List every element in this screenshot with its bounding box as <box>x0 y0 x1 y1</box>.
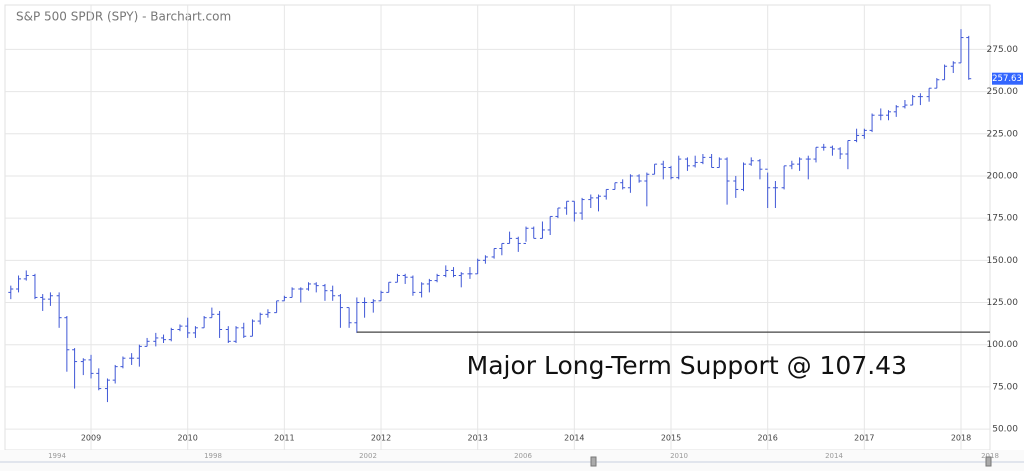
x-tick-label: 2018 <box>951 434 971 443</box>
navigator-label: 2014 <box>825 452 843 460</box>
y-tick-label: 250.00 <box>987 87 1019 97</box>
plot-frame <box>4 4 991 451</box>
y-tick-label: 275.00 <box>987 45 1019 55</box>
navigator-label: 2010 <box>670 452 688 460</box>
y-tick-label: 75.00 <box>992 382 1018 392</box>
navigator-handle <box>590 456 597 467</box>
x-tick-label: 2013 <box>468 434 488 443</box>
navigator-label: 1998 <box>204 452 222 460</box>
x-tick-label: 2016 <box>757 434 777 443</box>
x-tick-label: 2012 <box>371 434 391 443</box>
y-tick-label: 50.00 <box>992 425 1018 435</box>
x-tick-label: 2010 <box>178 434 198 443</box>
navigator-label: 1994 <box>48 452 66 460</box>
x-tick-label: 2015 <box>661 434 681 443</box>
annotation: Major Long-Term Support @ 107.43 <box>467 351 907 380</box>
x-tick-label: 2011 <box>274 434 294 443</box>
last-price-label: 257.63 <box>992 74 1022 84</box>
chart-title: S&P 500 SPDR (SPY) - Barchart.com <box>16 10 231 24</box>
last-price-box <box>992 72 1023 85</box>
y-tick-label: 125.00 <box>987 298 1019 308</box>
navigator-label: 2018 <box>981 452 999 460</box>
x-tick-label: 2009 <box>81 434 101 443</box>
navigator <box>0 450 1024 471</box>
navigator-label: 2002 <box>359 452 377 460</box>
x-tick-label: 2017 <box>854 434 874 443</box>
y-tick-label: 200.00 <box>987 171 1019 181</box>
navigator-label: 2006 <box>514 452 532 460</box>
navigator-handle <box>985 456 992 467</box>
y-tick-label: 100.00 <box>987 340 1019 350</box>
y-tick-label: 150.00 <box>987 256 1019 266</box>
y-tick-label: 225.00 <box>987 129 1019 139</box>
x-tick-label: 2014 <box>564 434 584 443</box>
y-tick-label: 175.00 <box>987 214 1019 224</box>
